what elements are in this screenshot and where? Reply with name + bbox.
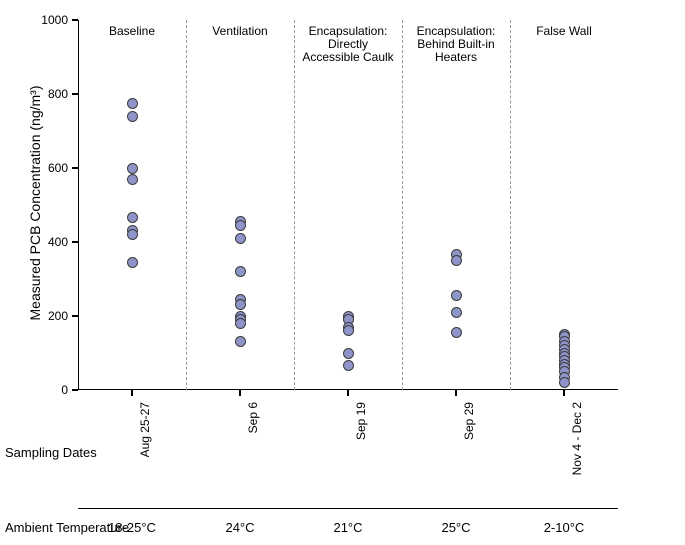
- x-tick: [131, 390, 133, 396]
- y-tick: [72, 167, 78, 169]
- x-tick: [563, 390, 565, 396]
- data-point: [235, 220, 246, 231]
- data-point: [235, 299, 246, 310]
- data-point: [235, 336, 246, 347]
- y-tick: [72, 241, 78, 243]
- y-tick-label: 1000: [30, 13, 68, 27]
- data-point: [127, 257, 138, 268]
- category-divider: [186, 20, 187, 390]
- category-divider: [510, 20, 511, 390]
- data-point: [127, 229, 138, 240]
- chart-container: Measured PCB Concentration (ng/m³) Sampl…: [0, 0, 685, 545]
- data-point: [235, 318, 246, 329]
- category-top-label: Directly: [294, 37, 402, 51]
- ambient-temperature-value: 21°C: [294, 520, 402, 535]
- category-top-label: False Wall: [510, 24, 618, 38]
- category-top-label: Encapsulation:: [294, 24, 402, 38]
- sampling-date-label: Sep 6: [246, 402, 260, 502]
- temperature-row-underline: [78, 508, 618, 509]
- category-top-label: Baseline: [78, 24, 186, 38]
- sampling-dates-label: Sampling Dates: [5, 445, 97, 460]
- sampling-date-label: Sep 29: [462, 402, 476, 502]
- x-tick: [347, 390, 349, 396]
- data-point: [127, 98, 138, 109]
- y-tick: [72, 389, 78, 391]
- category-top-label: Accessible Caulk: [294, 50, 402, 64]
- category-divider: [294, 20, 295, 390]
- category-top-label: Heaters: [402, 50, 510, 64]
- data-point: [127, 111, 138, 122]
- category-top-label: Ventilation: [186, 24, 294, 38]
- data-point: [235, 233, 246, 244]
- y-tick-label: 600: [30, 161, 68, 175]
- sampling-date-label: Nov 4 - Dec 2: [570, 402, 584, 502]
- y-tick: [72, 93, 78, 95]
- category-top-label: Behind Built-in: [402, 37, 510, 51]
- data-point: [559, 377, 570, 388]
- data-point: [343, 348, 354, 359]
- ambient-temperature-value: 18-25°C: [78, 520, 186, 535]
- x-tick: [455, 390, 457, 396]
- data-point: [451, 307, 462, 318]
- data-point: [451, 290, 462, 301]
- sampling-date-label: Aug 25-27: [138, 402, 152, 502]
- data-point: [235, 266, 246, 277]
- y-tick: [72, 315, 78, 317]
- data-point: [343, 325, 354, 336]
- y-tick-label: 0: [30, 383, 68, 397]
- ambient-temperature-value: 2-10°C: [510, 520, 618, 535]
- data-point: [451, 255, 462, 266]
- ambient-temperature-value: 24°C: [186, 520, 294, 535]
- y-tick-label: 400: [30, 235, 68, 249]
- x-tick: [239, 390, 241, 396]
- data-point: [127, 163, 138, 174]
- data-point: [343, 360, 354, 371]
- category-divider: [402, 20, 403, 390]
- sampling-date-label: Sep 19: [354, 402, 368, 502]
- data-point: [451, 327, 462, 338]
- y-tick: [72, 19, 78, 21]
- y-tick-label: 800: [30, 87, 68, 101]
- data-point: [127, 174, 138, 185]
- ambient-temperature-value: 25°C: [402, 520, 510, 535]
- y-tick-label: 200: [30, 309, 68, 323]
- data-point: [127, 212, 138, 223]
- category-top-label: Encapsulation:: [402, 24, 510, 38]
